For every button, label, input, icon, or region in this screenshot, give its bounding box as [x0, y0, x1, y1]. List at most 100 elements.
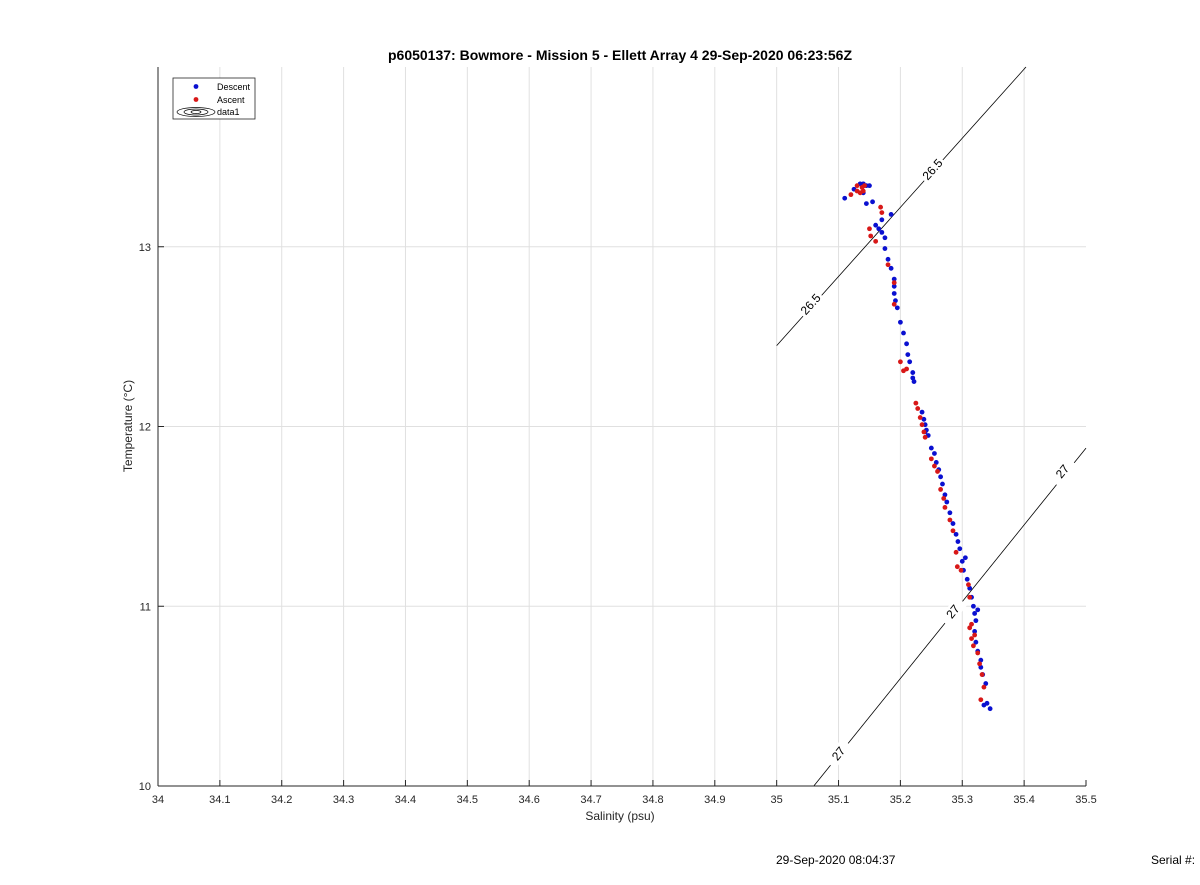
x-tick-label: 34.3	[333, 794, 354, 806]
descent-point	[987, 706, 993, 712]
ascent-point	[898, 359, 903, 365]
y-tick-label: 12	[139, 422, 151, 434]
descent-point	[888, 265, 894, 271]
legend-descent-marker	[193, 84, 199, 89]
x-tick-label: 34.5	[457, 794, 478, 806]
descent-point	[921, 416, 927, 422]
ascent-point	[978, 697, 984, 703]
grid-lines	[158, 67, 1086, 786]
descent-point	[885, 256, 891, 262]
ascent-point	[942, 504, 948, 510]
descent-point	[891, 291, 897, 296]
descent-point	[919, 409, 925, 415]
ascent-point	[966, 582, 971, 588]
legend-contour-icon	[176, 107, 216, 117]
descent-point	[959, 558, 965, 564]
contour-label-background	[824, 738, 853, 769]
descent-point	[975, 607, 981, 613]
legend-ascent-marker	[193, 97, 199, 102]
descent-point	[928, 445, 934, 451]
descent-point	[910, 370, 916, 375]
ascent-point	[904, 366, 909, 372]
ascent-point	[878, 204, 884, 210]
ascent-point	[971, 643, 976, 649]
ascent-point	[975, 650, 981, 656]
descent-point	[879, 217, 885, 223]
x-tick-label: 34.1	[209, 794, 230, 806]
x-tick-label: 35.2	[890, 794, 911, 806]
ascent-point	[873, 238, 879, 244]
x-tick-label: 34.2	[271, 794, 292, 806]
x-tick-label: 34.8	[642, 794, 663, 806]
descent-point	[891, 276, 897, 282]
legend-ascent-label: Ascent	[217, 95, 245, 105]
x-tick-label: 34.6	[518, 794, 539, 806]
footer-timestamp: 29-Sep-2020 08:04:37	[776, 853, 896, 867]
ascent-point	[979, 672, 985, 677]
descent-point	[950, 521, 956, 526]
descent-point	[984, 700, 990, 706]
descent-point	[957, 546, 963, 552]
ascent-point	[981, 684, 987, 690]
descent-point	[867, 183, 872, 189]
ascent-point	[947, 517, 953, 523]
x-tick-label: 35.3	[952, 794, 973, 806]
ascent-point	[967, 625, 973, 631]
ascent-point	[932, 463, 937, 469]
contour-label-background	[918, 154, 948, 185]
ascent-point	[848, 192, 854, 198]
x-tick-label: 34.9	[704, 794, 725, 806]
ascent-point	[879, 210, 885, 215]
axes: 34 34.1 34.2 34.3 34.4 34.5 34.6 34.7 34.8 34.9 35…	[139, 67, 1097, 806]
ascent-point	[868, 233, 874, 239]
descent-point	[905, 352, 911, 357]
descent-point	[882, 246, 888, 251]
ascent-point	[950, 528, 956, 534]
descent-point	[873, 222, 879, 228]
x-tick-label: 35	[771, 794, 783, 806]
ascent-point	[941, 496, 947, 501]
descent-point	[964, 576, 970, 582]
ascent-point	[953, 549, 959, 555]
descent-point	[973, 618, 979, 624]
descent-point	[842, 195, 848, 201]
descent-point	[901, 330, 906, 336]
descent-point	[940, 481, 945, 487]
x-tick-label: 34	[152, 794, 164, 806]
descent-point	[933, 460, 939, 465]
descent-point	[944, 499, 950, 505]
x-tick-label: 35.5	[1075, 794, 1096, 806]
ascent-point	[867, 226, 872, 232]
ascent-point	[919, 422, 925, 428]
x-tick-label: 34.4	[395, 794, 416, 806]
x-tick-label: 35.4	[1013, 794, 1034, 806]
descent-point	[983, 681, 989, 686]
descent-point	[888, 211, 894, 217]
data-points	[842, 181, 993, 712]
y-tick-label: 13	[139, 242, 151, 254]
x-tick-label: 34.7	[580, 794, 601, 806]
ascent-point	[921, 429, 927, 435]
descent-point	[938, 474, 944, 480]
ascent-point	[885, 262, 891, 268]
descent-point	[911, 379, 917, 384]
ascent-point	[967, 594, 973, 600]
ascent-point	[969, 636, 974, 642]
descent-point	[894, 305, 900, 311]
ascent-point	[977, 661, 982, 667]
ascent-point	[922, 434, 928, 440]
ascent-point	[854, 183, 860, 189]
y-tick-label: 11	[140, 601, 151, 613]
ascent-point	[891, 280, 897, 286]
chart-title: p6050137: Bowmore - Mission 5 - Ellett A…	[388, 47, 852, 63]
y-tick-label: 10	[139, 781, 151, 793]
contour-label-background	[796, 289, 826, 320]
ascent-point	[969, 621, 974, 627]
x-tick-label: 35.1	[828, 794, 849, 806]
footer-serial: Serial #:	[1151, 853, 1196, 867]
descent-point	[972, 629, 978, 634]
descent-point	[891, 283, 897, 289]
descent-point	[962, 555, 968, 561]
descent-point	[932, 451, 937, 456]
